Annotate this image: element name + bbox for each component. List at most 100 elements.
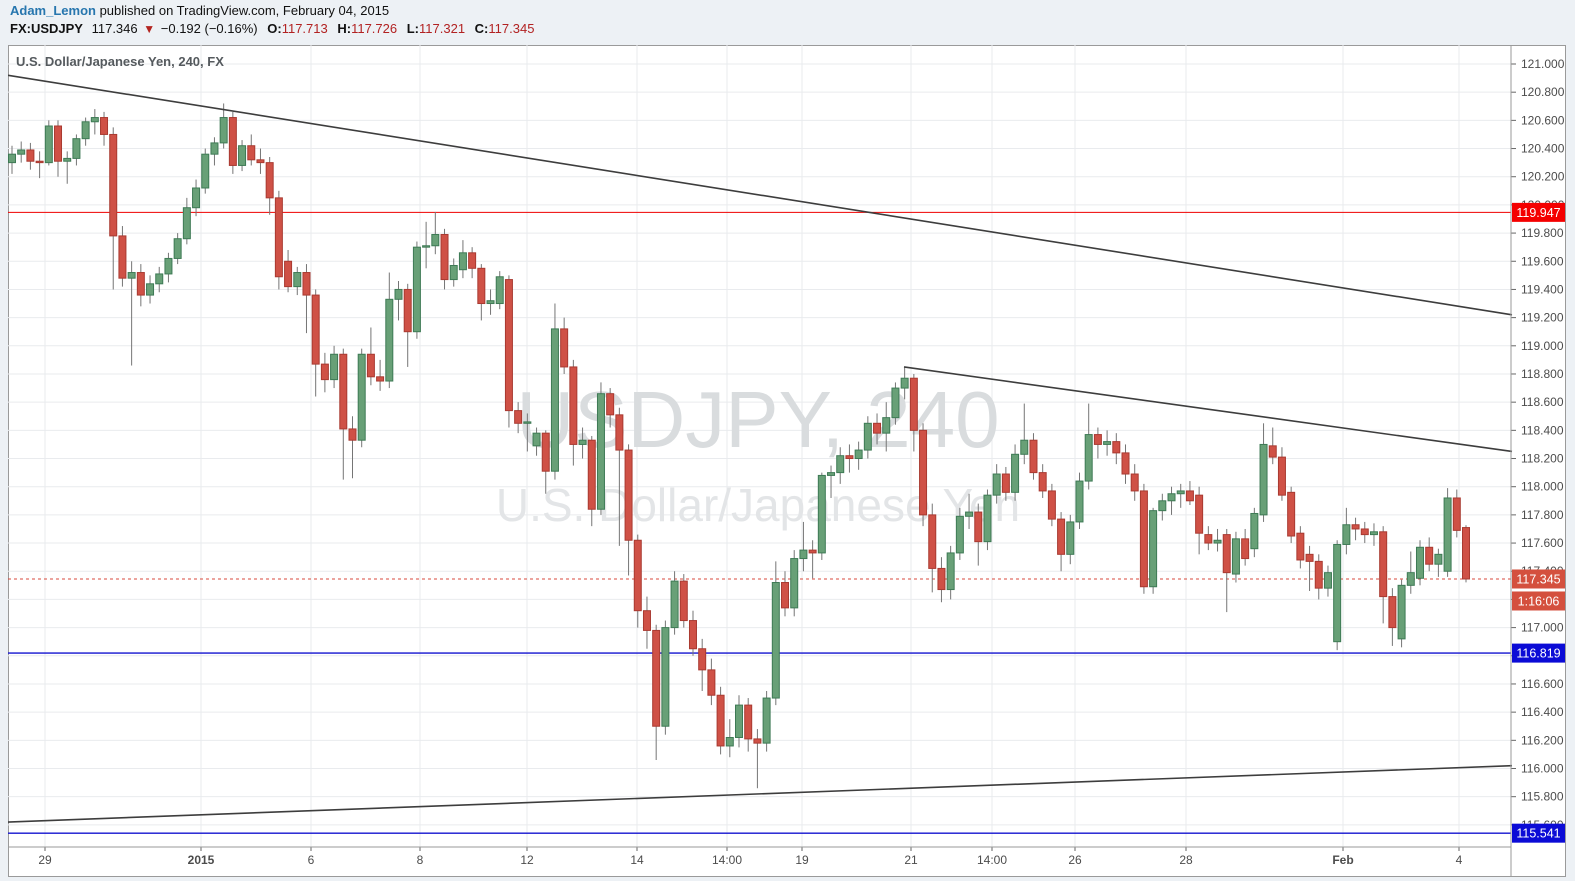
candle-up: [8, 153, 16, 164]
candle-down: [716, 694, 725, 747]
candle-up: [72, 138, 81, 159]
candle-down: [35, 160, 44, 164]
candle-down: [744, 704, 753, 740]
candle-up: [882, 417, 891, 434]
publish-line: Adam_Lemon published on TradingView.com,…: [10, 3, 389, 18]
candle-up: [725, 737, 734, 747]
candle-up: [1259, 443, 1268, 516]
candle-up: [1176, 490, 1185, 495]
candle-up: [670, 580, 679, 629]
candle-down: [1204, 534, 1213, 544]
candle-down: [339, 353, 348, 430]
candle-up: [394, 288, 403, 300]
time-tick-label: 4: [1456, 853, 1463, 867]
candle-up: [817, 474, 826, 554]
price-tick-label: 118.000: [1521, 480, 1564, 494]
candle-up: [946, 552, 955, 591]
price-tick-label: 119.600: [1521, 254, 1564, 268]
candle-up: [532, 432, 541, 447]
candle-up: [1443, 497, 1452, 572]
price-badge-label: 115.541: [1516, 827, 1560, 841]
candle-down: [477, 267, 486, 305]
price-tick-label: 118.400: [1521, 423, 1564, 437]
candle-down: [26, 149, 35, 162]
candle-up: [1167, 493, 1176, 502]
candle-up: [17, 149, 26, 155]
candle-down: [781, 582, 790, 609]
candle-up: [422, 245, 431, 248]
candle-down: [808, 549, 817, 554]
candle-down: [587, 439, 596, 510]
candle-up: [1020, 439, 1029, 455]
time-tick-label: 21: [904, 853, 918, 867]
candle-down: [1296, 532, 1305, 561]
trendline-3[interactable]: [8, 764, 1513, 823]
candle-down: [1351, 524, 1360, 530]
candle-down: [909, 377, 918, 431]
candle-down: [974, 511, 983, 543]
candle-up: [155, 273, 164, 285]
candle-down: [440, 233, 449, 281]
candle-down: [514, 410, 523, 424]
candle-up: [1369, 531, 1378, 536]
candle-up: [836, 455, 845, 474]
price-tick-label: 120.600: [1521, 113, 1565, 127]
chart-legend[interactable]: U.S. Dollar/Japanese Yen, 240, FX: [16, 54, 224, 69]
candle-down: [642, 610, 651, 631]
candle-up: [790, 558, 799, 609]
candle-up: [412, 246, 421, 333]
countdown-label: 1:16:06: [1518, 594, 1560, 608]
candle-up: [799, 549, 808, 560]
candle-up: [1434, 553, 1443, 565]
candle-up: [182, 207, 191, 240]
candle-down: [928, 514, 937, 569]
price-tick-label: 119.800: [1521, 226, 1564, 240]
candle-up: [127, 272, 136, 279]
price-badge: [1512, 202, 1565, 222]
candle-up: [762, 697, 771, 744]
time-tick-label: 14: [630, 853, 644, 867]
trendline-1[interactable]: [8, 74, 1513, 316]
candle-down: [845, 455, 854, 460]
candle-down: [560, 328, 569, 368]
candle-up: [1075, 480, 1084, 523]
candle-up: [1213, 539, 1222, 544]
trendline-2[interactable]: [903, 366, 1513, 453]
candle-down: [624, 449, 633, 541]
candle-down: [247, 145, 256, 161]
price-tick-label: 120.800: [1521, 85, 1565, 99]
candle-down: [311, 294, 320, 365]
low-label: L:: [406, 21, 420, 36]
candle-down: [1047, 490, 1056, 520]
candle-up: [330, 353, 339, 381]
price-tick-label: 115.800: [1521, 790, 1564, 804]
candle-down: [1121, 452, 1130, 475]
candle-down: [228, 117, 237, 166]
candle-down: [1452, 497, 1461, 531]
candle-up: [431, 233, 440, 247]
candle-down: [753, 738, 762, 744]
candle-down: [1277, 456, 1286, 496]
candle-down: [1241, 538, 1250, 560]
candle-down: [1093, 434, 1102, 445]
high-value: 117.726: [351, 21, 398, 36]
price-tick-label: 119.000: [1521, 339, 1564, 353]
candle-down: [633, 539, 642, 612]
candle-down: [873, 422, 882, 434]
candle-down: [1305, 553, 1314, 562]
candle-up: [1397, 584, 1406, 640]
candle-down: [1462, 527, 1470, 580]
time-tick-label: Feb: [1332, 853, 1353, 867]
price-tick-label: 117.000: [1521, 621, 1564, 635]
candle-down: [1001, 473, 1010, 493]
candle-up: [1323, 572, 1332, 589]
candle-down: [376, 376, 385, 382]
candle-up: [955, 515, 964, 554]
price-badge-label: 116.819: [1516, 647, 1560, 661]
price-tick-label: 120.200: [1521, 170, 1565, 184]
time-tick-label: 12: [520, 853, 534, 867]
candle-up: [1149, 510, 1158, 588]
price-badge: [1512, 569, 1565, 589]
author-link[interactable]: Adam_Lemon: [10, 3, 96, 18]
